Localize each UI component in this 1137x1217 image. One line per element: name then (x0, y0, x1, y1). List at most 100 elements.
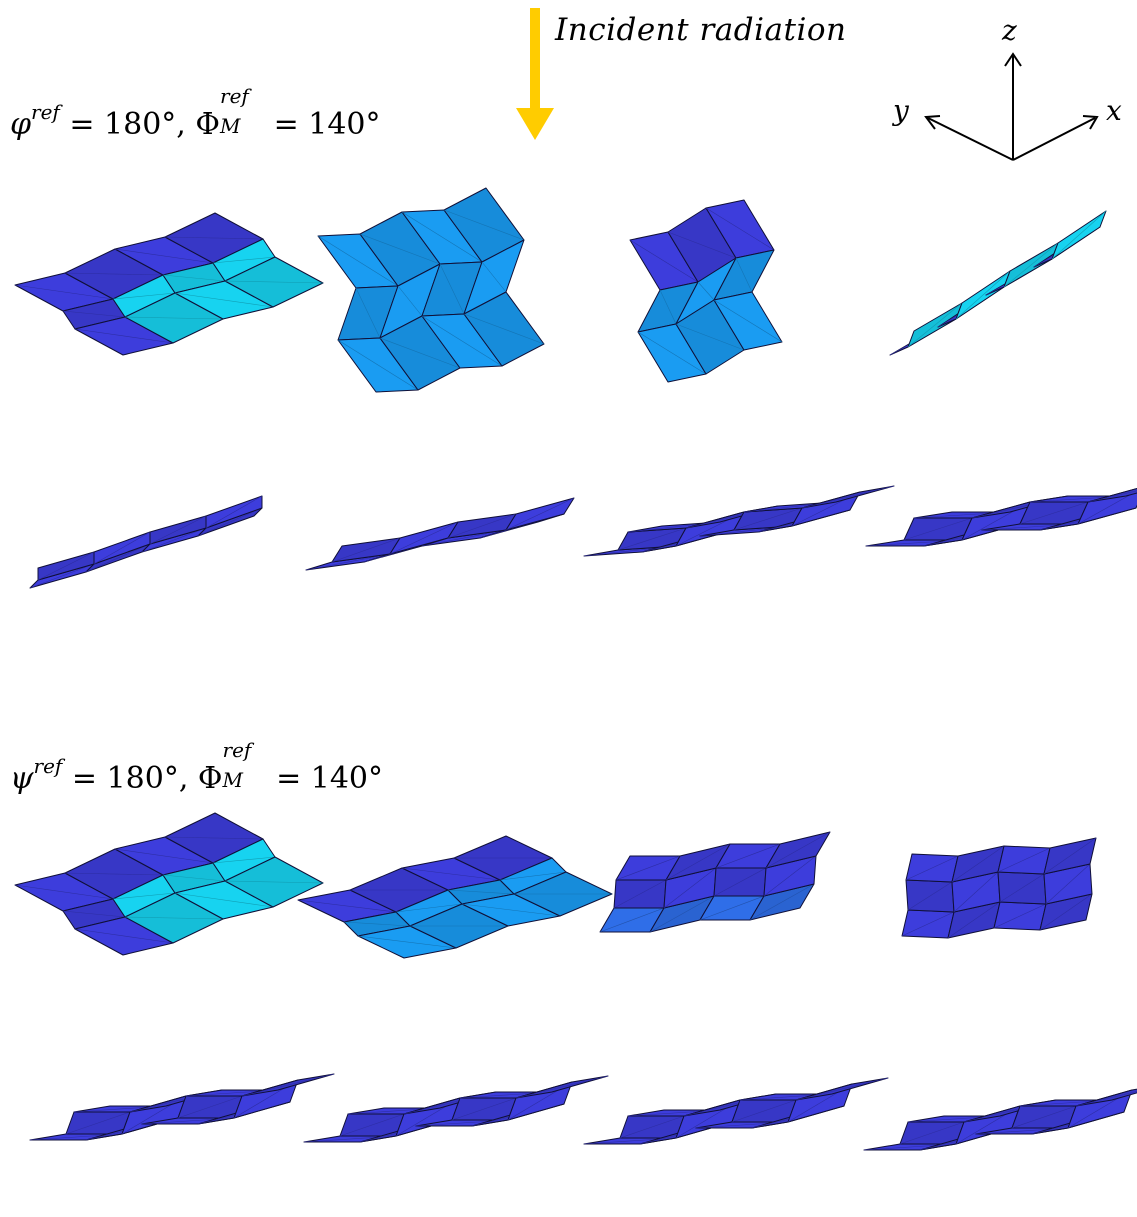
crease (93, 531, 151, 565)
crease (212, 856, 276, 864)
crease (331, 537, 401, 563)
crease (499, 871, 567, 881)
facet (1075, 1088, 1137, 1107)
crease (447, 889, 515, 895)
crease (1087, 490, 1137, 503)
s1-r1-sheet-4 (889, 210, 1107, 356)
crease (14, 884, 114, 900)
crease (64, 872, 164, 876)
crease (629, 239, 699, 283)
crease (149, 515, 207, 545)
s1-r2-sheet-1 (29, 495, 263, 589)
crease (421, 315, 503, 367)
crease (463, 313, 545, 345)
crease (667, 231, 737, 259)
crease (62, 310, 126, 318)
crease (14, 284, 114, 300)
crease (164, 236, 264, 240)
crease (763, 855, 817, 897)
crease (993, 903, 1047, 929)
z-axis-label: z (1002, 14, 1017, 47)
s2-r1-sheet-1 (14, 812, 324, 956)
crease (907, 881, 953, 911)
crease (903, 517, 973, 541)
crease (705, 207, 775, 251)
incident-arrow (516, 8, 554, 140)
crease (74, 928, 174, 944)
s2-r2-sheet-3 (583, 1077, 889, 1145)
crease (461, 903, 561, 917)
s2-r1-sheet-3 (599, 831, 831, 933)
facet (1087, 487, 1137, 503)
crease (37, 551, 95, 581)
crease (224, 880, 324, 884)
crease (749, 883, 815, 921)
crease (174, 292, 274, 308)
crease (164, 836, 264, 840)
crease (905, 855, 959, 881)
crease (1075, 1091, 1137, 1107)
s2-r2-sheet-1 (29, 1073, 335, 1141)
crease (85, 543, 151, 573)
crease (663, 867, 717, 909)
crease (395, 903, 463, 913)
crease (481, 261, 507, 293)
crease (64, 272, 164, 276)
y-axis-label: y (893, 94, 909, 127)
crease (515, 1075, 609, 1099)
crease (713, 299, 783, 343)
crease (401, 211, 483, 263)
crease (715, 843, 781, 869)
crease (197, 507, 263, 537)
crease (379, 337, 461, 369)
crease (951, 845, 1005, 883)
crease (355, 287, 381, 339)
s1-r1-sheet-3 (629, 199, 783, 383)
crease (901, 911, 955, 937)
s2-r2-sheet-4 (863, 1088, 1137, 1151)
crease (343, 921, 411, 927)
s1-r2-sheet-3 (583, 485, 895, 557)
crease (1045, 863, 1091, 905)
crease (697, 281, 715, 301)
crease (613, 879, 667, 909)
crease (421, 529, 507, 547)
crease (1043, 837, 1097, 875)
crease (357, 935, 457, 949)
crease (305, 553, 391, 571)
crease (451, 1097, 517, 1121)
crease (162, 874, 226, 882)
axes-triad (924, 52, 1099, 161)
crease (112, 892, 176, 900)
s2-r1-sheet-4 (901, 837, 1097, 939)
crease (1039, 893, 1093, 931)
crease (733, 507, 803, 531)
crease (997, 847, 1051, 873)
crease (1003, 242, 1059, 288)
crease (713, 867, 767, 897)
crease (401, 867, 501, 881)
s1-r2-sheet-2 (305, 497, 575, 571)
crease (953, 871, 999, 913)
crease (174, 892, 274, 908)
crease (124, 316, 224, 320)
s1-r2-sheet-4 (865, 487, 1137, 547)
crease (205, 495, 263, 529)
facet (1077, 487, 1137, 525)
crease (112, 292, 176, 300)
crease (359, 233, 441, 265)
crease (74, 328, 174, 344)
crease (339, 1113, 405, 1137)
crease (801, 485, 895, 509)
crease (637, 331, 707, 375)
crease (505, 497, 575, 531)
crease (114, 848, 214, 864)
incident-radiation-label: Incident radiation (555, 12, 847, 48)
crease (619, 1115, 685, 1139)
crease (955, 270, 1011, 320)
crease (699, 895, 765, 921)
crease (177, 1095, 243, 1119)
crease (1011, 1105, 1077, 1129)
